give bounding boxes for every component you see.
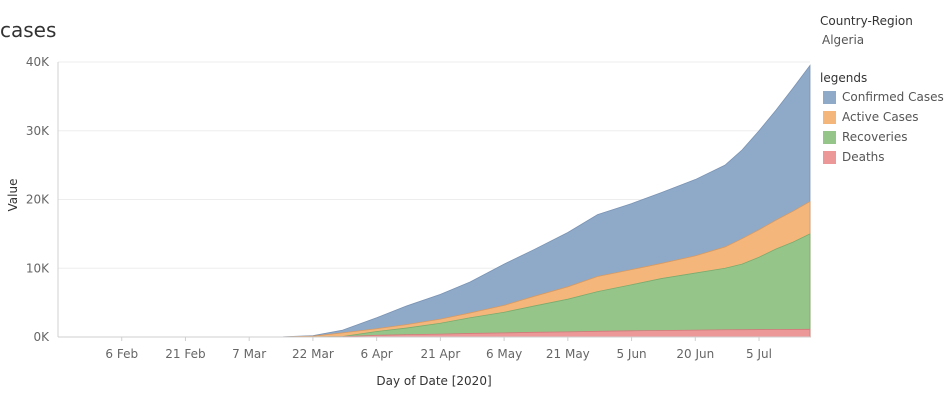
y-tick-label: 40K bbox=[26, 55, 50, 69]
legend-item-confirmed[interactable]: Confirmed Cases bbox=[823, 90, 944, 104]
legend-swatch-recoveries bbox=[823, 130, 836, 144]
x-tick-label: 20 Jun bbox=[676, 347, 714, 361]
legend-label-confirmed: Confirmed Cases bbox=[842, 90, 944, 104]
legend-swatch-deaths bbox=[823, 150, 836, 164]
legend-label-deaths: Deaths bbox=[842, 150, 885, 164]
legend-swatch-active bbox=[823, 110, 836, 124]
legend-label-recoveries: Recoveries bbox=[842, 130, 908, 144]
x-tick-label: 6 May bbox=[486, 347, 522, 361]
x-tick-label: 6 Apr bbox=[361, 347, 393, 361]
series-areas bbox=[58, 64, 811, 338]
x-tick-label: 22 Mar bbox=[292, 347, 334, 361]
filter-value[interactable]: Algeria bbox=[822, 33, 865, 47]
area-series-confirmed-cases[interactable] bbox=[58, 64, 811, 338]
legend-label-active: Active Cases bbox=[842, 110, 919, 124]
x-tick-label: 21 May bbox=[546, 347, 590, 361]
filter-heading: Country-Region bbox=[820, 14, 913, 28]
legend-swatch-confirmed bbox=[823, 90, 836, 104]
x-axis-label: Day of Date [2020] bbox=[376, 374, 491, 388]
legend-heading: legends bbox=[820, 71, 868, 85]
x-tick-label: 5 Jul bbox=[746, 347, 772, 361]
legend-item-recoveries[interactable]: Recoveries bbox=[823, 130, 908, 144]
x-tick-label: 21 Apr bbox=[420, 347, 460, 361]
y-tick-label: 30K bbox=[26, 124, 50, 138]
axes: 0K 10K 20K 30K 40K 6 Feb 21 Feb 7 Mar 22 Mar 6 Ap… bbox=[26, 55, 810, 361]
x-tick-label: 21 Feb bbox=[165, 347, 205, 361]
x-tick-label: 5 Jun bbox=[616, 347, 646, 361]
x-tick-label: 6 Feb bbox=[105, 347, 138, 361]
y-axis-label: Value bbox=[6, 179, 20, 212]
legend-item-active[interactable]: Active Cases bbox=[823, 110, 919, 124]
y-tick-label: 20K bbox=[26, 193, 50, 207]
chart-title: cases bbox=[0, 18, 57, 42]
y-tick-label: 0K bbox=[33, 330, 50, 344]
y-tick-label: 10K bbox=[26, 261, 50, 275]
x-tick-label: 7 Mar bbox=[232, 347, 266, 361]
legend-item-deaths[interactable]: Deaths bbox=[823, 150, 885, 164]
